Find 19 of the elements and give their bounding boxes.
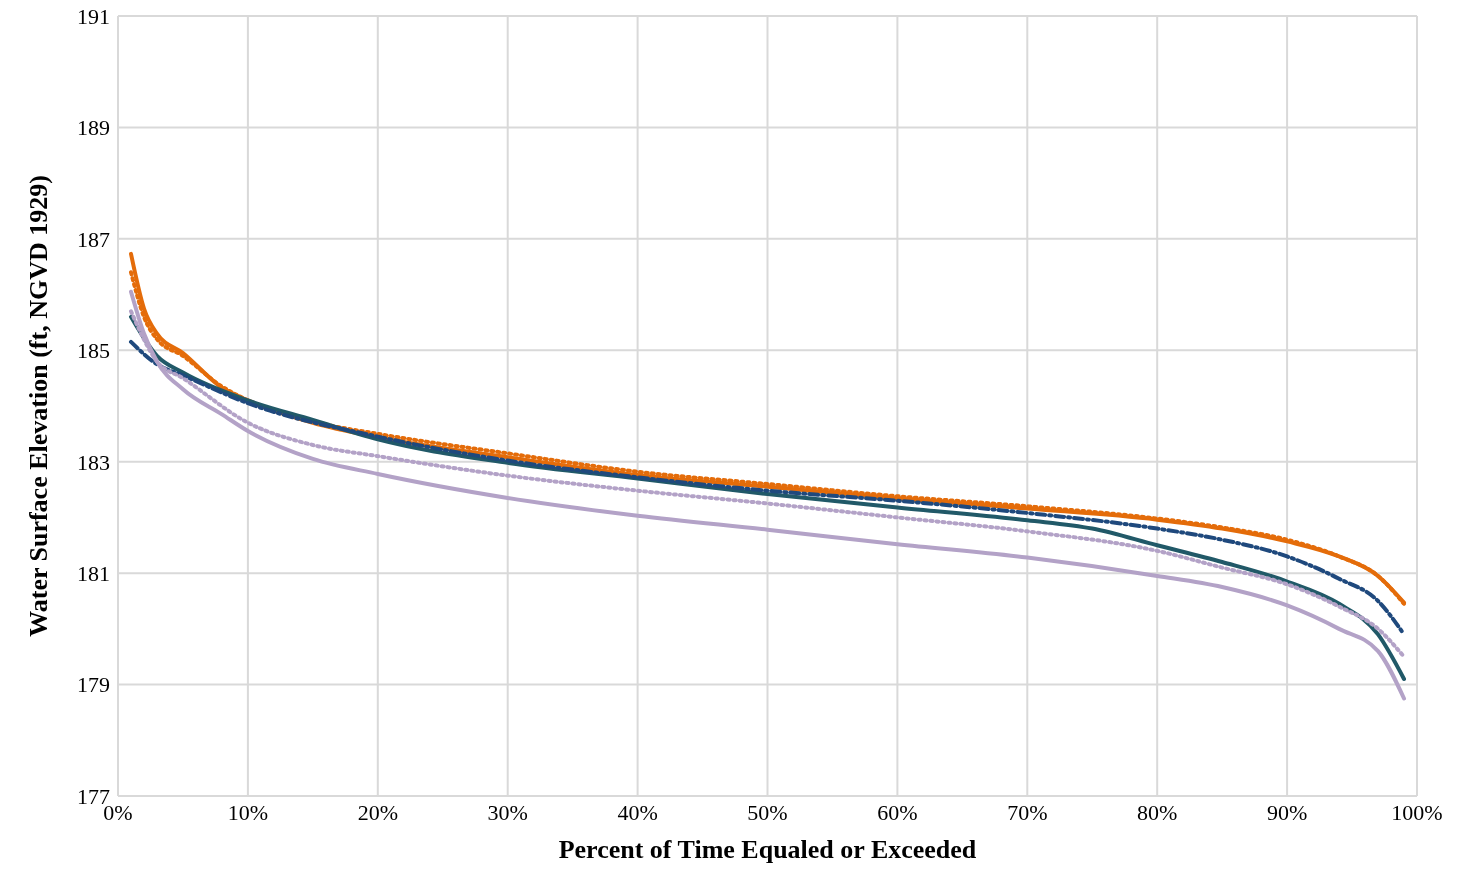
x-tick-label: 80% [1137,799,1178,825]
x-tick-label: 30% [487,799,528,825]
y-tick-label: 191 [77,3,110,29]
x-tick-label: 40% [617,799,658,825]
y-tick-label: 185 [77,338,110,364]
x-tick-label: 60% [877,799,918,825]
y-tick-label: 179 [77,672,110,698]
x-tick-label: 90% [1266,799,1308,825]
x-tick-label: 70% [1007,799,1048,825]
y-tick-label: 181 [77,560,110,586]
y-tick-label: 187 [77,226,110,252]
x-tick-label: 100% [1391,799,1443,825]
x-tick-label: 20% [357,799,398,825]
y-tick-label: 189 [77,115,110,141]
y-tick-label: 183 [77,449,110,475]
x-axis-title: Percent of Time Equaled or Exceeded [558,835,977,864]
x-tick-label: 10% [227,799,269,825]
x-tick-label: 50% [747,799,788,825]
y-axis-title: Water Surface Elevation (ft, NGVD 1929) [24,175,54,637]
